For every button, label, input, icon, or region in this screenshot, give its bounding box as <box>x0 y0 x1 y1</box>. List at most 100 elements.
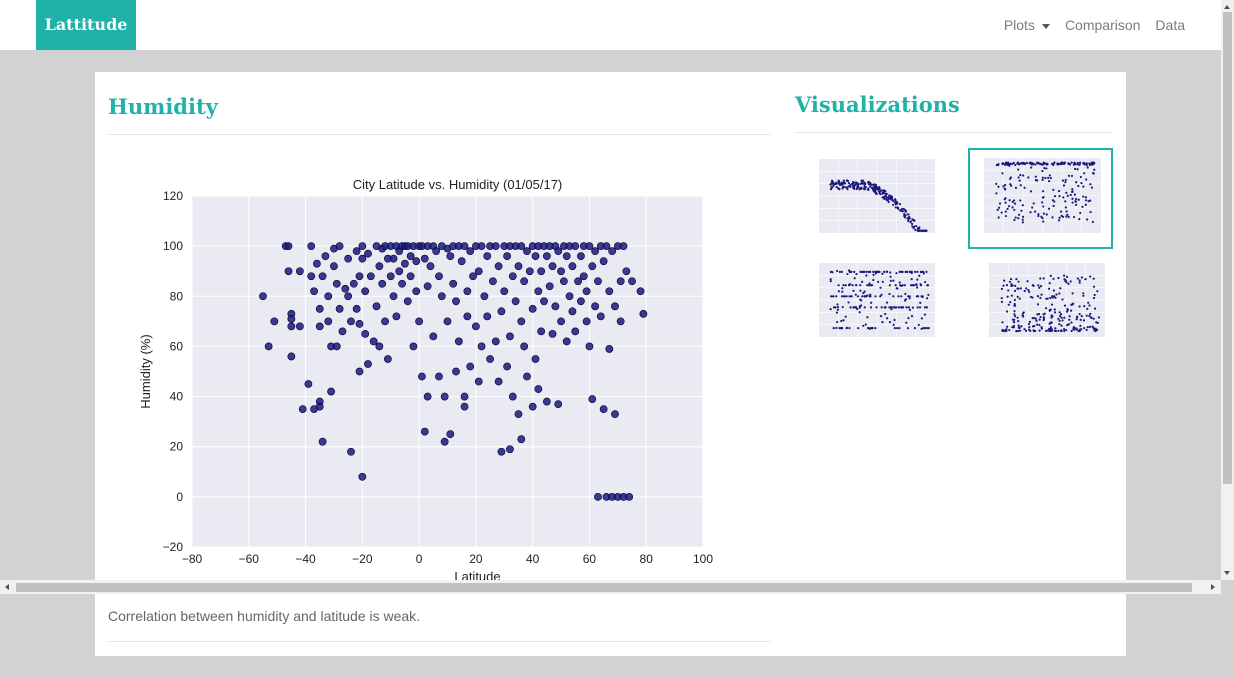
sidebar-divider <box>795 132 1112 133</box>
thumbnail-point <box>1005 283 1009 287</box>
thumbnail-point <box>906 270 909 273</box>
thumbnail-point <box>916 306 919 309</box>
thumbnail-point <box>1014 163 1017 167</box>
data-point <box>364 360 372 368</box>
data-point <box>542 397 551 406</box>
thumbnail-point <box>896 206 899 210</box>
thumbnail-humidity[interactable] <box>968 148 1113 249</box>
thumbnail-point <box>1053 308 1056 311</box>
thumbnail-point <box>1038 323 1041 327</box>
data-point <box>548 329 557 338</box>
data-point <box>432 247 441 256</box>
thumbnail-point <box>1000 300 1004 303</box>
thumbnail-point <box>1067 215 1070 219</box>
data-point <box>605 345 614 353</box>
thumbnail-wind-speed[interactable] <box>975 255 1115 351</box>
thumbnail-point <box>1075 328 1079 331</box>
thumbnail-point <box>895 202 899 205</box>
x-tick-label: −60 <box>239 552 260 566</box>
scroll-up-icon[interactable] <box>1224 5 1230 9</box>
thumbnail-point <box>913 225 916 228</box>
vertical-scroll-thumb[interactable] <box>1223 12 1232 484</box>
thumbnail-point <box>1059 313 1063 316</box>
data-point <box>321 252 330 261</box>
thumbnail-point <box>846 186 849 189</box>
thumbnail-point <box>863 295 866 298</box>
thumbnail-point <box>866 316 869 319</box>
thumbnail-point <box>1090 163 1094 166</box>
thumbnail-point <box>1030 162 1034 165</box>
brand-link[interactable]: Lattitude <box>36 0 136 50</box>
data-point <box>562 337 571 346</box>
scroll-left-icon[interactable] <box>5 584 9 590</box>
thumbnail-point <box>1015 329 1019 333</box>
thumbnail-point <box>835 185 838 189</box>
cloudiness-thumbnail-plot <box>819 263 935 337</box>
data-point <box>358 254 367 263</box>
thumbnail-point <box>898 327 901 330</box>
thumbnail-point <box>915 224 918 228</box>
plots-dropdown[interactable]: Plots <box>1004 17 1050 33</box>
thumbnail-point <box>844 315 847 318</box>
thumbnail-point <box>1076 168 1079 171</box>
thumbnail-point <box>1057 329 1060 332</box>
horizontal-scrollbar[interactable] <box>0 580 1221 594</box>
thumbnail-point <box>1045 213 1048 216</box>
data-point <box>503 362 512 371</box>
data-point <box>375 342 384 351</box>
thumbnail-point <box>1021 314 1024 317</box>
data-point <box>435 372 443 381</box>
horizontal-scroll-thumb[interactable] <box>16 583 1192 592</box>
thumbnail-point <box>1089 275 1092 278</box>
thumbnail-point <box>898 203 902 206</box>
thumbnail-point <box>883 270 886 273</box>
thumbnail-point <box>1002 185 1005 188</box>
thumbnail-point <box>1064 206 1067 209</box>
thumbnail-point <box>919 301 922 304</box>
thumbnail-max-temperature[interactable] <box>805 151 945 247</box>
thumbnail-point <box>1021 204 1024 207</box>
thumbnail-point <box>1042 190 1045 193</box>
thumbnail-point <box>855 273 858 276</box>
data-point <box>298 405 307 414</box>
data-point <box>520 277 529 286</box>
thumbnail-point <box>848 284 851 287</box>
thumbnail-point <box>829 188 833 191</box>
thumbnail-cloudiness[interactable] <box>805 255 945 351</box>
vertical-scrollbar[interactable] <box>1221 0 1234 580</box>
thumbnail-point <box>869 185 872 188</box>
data-point <box>335 242 344 251</box>
data-point <box>594 277 602 286</box>
comparison-link[interactable]: Comparison <box>1064 17 1141 33</box>
thumbnail-point <box>1080 276 1084 279</box>
thumbnail-point <box>1007 162 1010 165</box>
thumbnail-point <box>1012 199 1016 202</box>
thumbnail-point <box>1082 162 1085 165</box>
thumbnail-point <box>1049 326 1052 329</box>
thumbnail-point <box>1022 215 1025 219</box>
data-point <box>542 252 551 261</box>
data-point <box>588 395 597 403</box>
thumbnail-point <box>1089 312 1092 315</box>
thumbnail-point <box>901 210 904 213</box>
data-link[interactable]: Data <box>1155 17 1185 33</box>
thumbnail-point <box>1080 181 1083 185</box>
thumbnail-point <box>1027 176 1030 179</box>
thumbnail-point <box>1049 296 1052 300</box>
thumbnail-point <box>1042 212 1045 215</box>
thumbnail-point <box>1071 292 1074 295</box>
thumbnail-point <box>1074 167 1077 171</box>
data-point <box>446 430 455 439</box>
thumbnail-point <box>1000 287 1004 290</box>
scroll-right-icon[interactable] <box>1211 584 1215 590</box>
thumbnail-point <box>895 272 898 275</box>
scroll-down-icon[interactable] <box>1224 571 1230 575</box>
data-point <box>545 282 554 291</box>
thumbnail-point <box>1084 203 1087 206</box>
thumbnail-point <box>849 184 852 187</box>
thumbnail-point <box>892 279 895 282</box>
thumbnail-point <box>1093 327 1096 330</box>
thumbnail-point <box>903 299 907 302</box>
thumbnail-point <box>1058 315 1062 318</box>
data-point <box>585 242 594 251</box>
